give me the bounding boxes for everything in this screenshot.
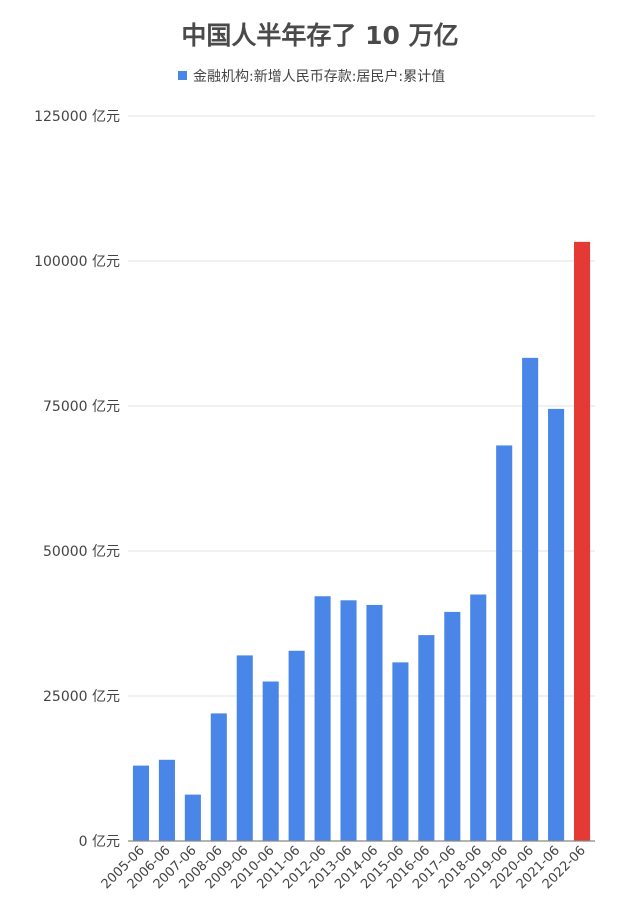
bar-2012-06	[314, 596, 331, 841]
y-axis-ticks: 0 亿元 25000 亿元 50000 亿元 75000 亿元 100000 亿元 125…	[34, 109, 120, 850]
y-tick-label: 50000 亿元	[43, 544, 120, 560]
chart-title: 中国人半年存了 10 万亿	[181, 21, 458, 50]
bars	[132, 241, 591, 842]
y-tick-label: 0 亿元	[79, 834, 120, 850]
bar-2008-06	[210, 713, 227, 841]
bar-2005-06	[132, 765, 150, 841]
bar-2018-06	[470, 594, 487, 841]
legend-label: 金融机构:新增人民币存款:居民户:累计值	[193, 68, 445, 85]
y-tick-label: 100000 亿元	[34, 254, 120, 270]
x-axis-ticks: 2005-062006-062007-062008-062009-062010-…	[99, 843, 589, 892]
legend-swatch	[178, 71, 187, 80]
bar-2022-06	[573, 241, 591, 842]
bar-2016-06	[418, 635, 435, 841]
bar-2019-06	[496, 445, 513, 841]
bar-2015-06	[392, 662, 409, 841]
bar-2020-06	[522, 357, 539, 841]
bar-2014-06	[366, 604, 383, 841]
bar-2021-06	[548, 408, 565, 841]
bar-2009-06	[236, 655, 253, 841]
y-tick-label: 75000 亿元	[43, 399, 120, 415]
y-tick-label: 25000 亿元	[43, 689, 120, 705]
gridlines	[128, 115, 595, 697]
legend: 金融机构:新增人民币存款:居民户:累计值	[178, 68, 445, 85]
bar-2007-06	[184, 794, 201, 841]
bar-2017-06	[444, 611, 461, 841]
y-tick-label: 125000 亿元	[34, 109, 120, 125]
bar-2010-06	[262, 681, 279, 841]
bar-2006-06	[158, 759, 175, 841]
bar-2011-06	[288, 650, 305, 841]
bar-2013-06	[340, 600, 357, 841]
